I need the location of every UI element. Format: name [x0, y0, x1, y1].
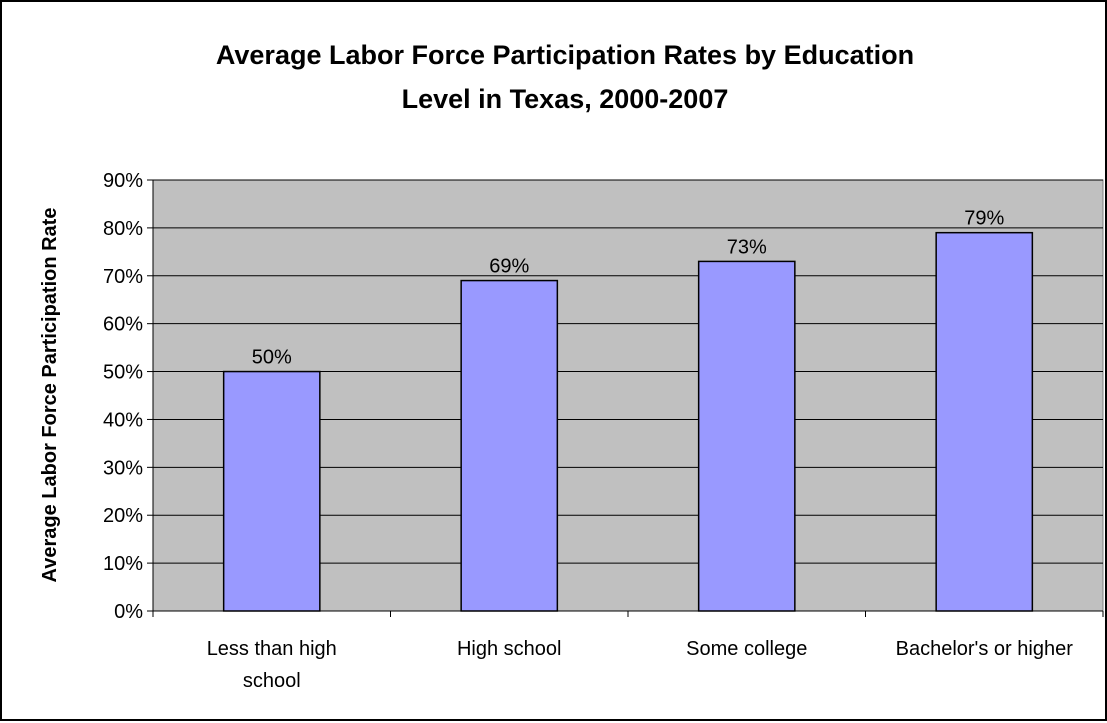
- y-tick-label: 0%: [114, 601, 143, 623]
- bar: [697, 260, 796, 612]
- chart-title-line-1: Average Labor Force Participation Rates …: [216, 40, 914, 70]
- y-tick-label: 20%: [103, 505, 143, 527]
- bar-value-label: 50%: [252, 347, 292, 369]
- bar: [222, 370, 321, 612]
- bar-value-label: 79%: [964, 208, 1004, 230]
- y-tick-label: 70%: [103, 266, 143, 288]
- data-labels: 50% 69% 73% 79%: [252, 208, 1005, 369]
- y-axis-ticks: 0% 10% 20% 30% 40% 50% 60% 70% 80% 90%: [103, 170, 153, 623]
- x-category-label: High school: [457, 638, 562, 660]
- y-tick-label: 40%: [103, 409, 143, 431]
- y-tick-label: 90%: [103, 170, 143, 192]
- y-tick-label: 50%: [103, 362, 143, 384]
- y-tick-label: 80%: [103, 218, 143, 240]
- chart-title-line-2: Level in Texas, 2000-2007: [402, 84, 729, 114]
- x-axis-categories: Less than high school High school Some coll…: [152, 611, 1104, 692]
- bar-value-label: 69%: [489, 256, 529, 278]
- bars: [222, 231, 1034, 612]
- bar: [460, 279, 559, 612]
- y-tick-label: 10%: [103, 553, 143, 575]
- y-tick-label: 30%: [103, 457, 143, 479]
- y-axis-label: Average Labor Force Participation Rate: [39, 208, 61, 583]
- bar-value-label: 73%: [727, 236, 767, 258]
- x-category-label: Some college: [686, 638, 807, 660]
- bar: [935, 231, 1034, 612]
- y-tick-label: 60%: [103, 314, 143, 336]
- x-category-label: Bachelor's or higher: [896, 638, 1074, 660]
- x-category-label: school: [243, 670, 301, 692]
- x-category-label: Less than high: [207, 638, 337, 660]
